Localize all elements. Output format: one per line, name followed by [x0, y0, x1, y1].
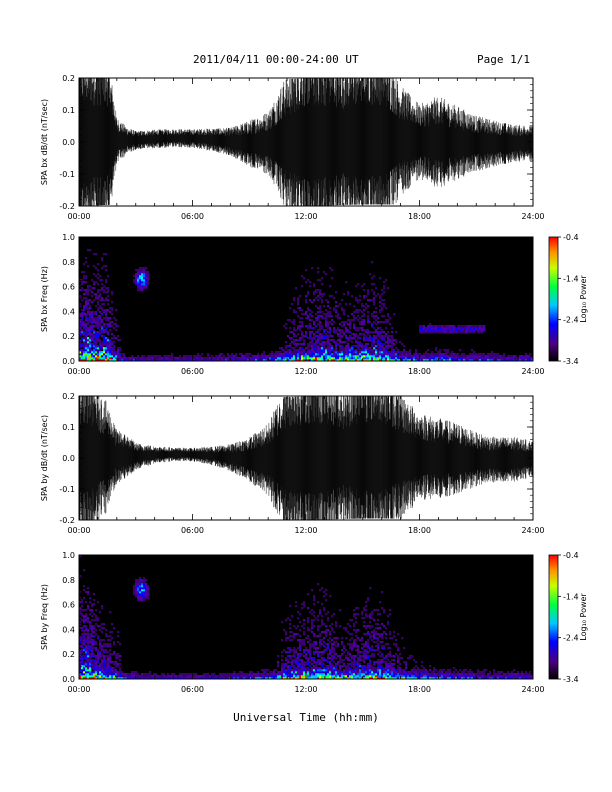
x-tick-label: 18:00: [408, 685, 431, 694]
x-tick-label: 12:00: [294, 212, 317, 221]
x-tick-label: 12:00: [294, 526, 317, 535]
y-tick-label: 1.0: [62, 233, 75, 242]
x-tick-label: 00:00: [67, 685, 90, 694]
plot-frame: [78, 77, 534, 207]
x-tick-label: 24:00: [521, 526, 544, 535]
x-tick-label: 00:00: [67, 367, 90, 376]
plot-frame: [78, 554, 534, 680]
dbdt-trace-2: [78, 396, 534, 520]
spectrogram-3: [79, 555, 534, 680]
colorbar: [548, 236, 559, 362]
y-tick-label: 0.6: [62, 601, 75, 610]
y-tick-label: 0.2: [62, 332, 75, 341]
y-tick-label: 0.0: [62, 357, 75, 366]
colorbar-tick-label: -2.4: [563, 634, 579, 643]
x-tick-label: 12:00: [294, 367, 317, 376]
colorbar-tick-label: -3.4: [563, 357, 579, 366]
y-tick-label: 0.4: [62, 625, 75, 634]
y-tick-label: -0.2: [59, 516, 75, 525]
y-tick-label: -0.1: [59, 170, 75, 179]
spectrogram-1: [79, 237, 534, 362]
x-axis-label: Universal Time (hh:mm): [233, 711, 379, 724]
page-number: Page 1/1: [477, 53, 530, 66]
page-title: 2011/04/11 00:00-24:00 UT: [193, 53, 359, 66]
y-tick-label: 0.2: [62, 74, 75, 83]
colorbar-tick-label: -1.4: [563, 274, 579, 283]
y-axis-label: SPA by Freq (Hz): [40, 584, 49, 650]
x-tick-label: 24:00: [521, 367, 544, 376]
colorbar-tick-label: -2.4: [563, 316, 579, 325]
y-tick-label: 0.2: [62, 392, 75, 401]
colorbar-tick-label: -3.4: [563, 675, 579, 684]
y-tick-label: 0.2: [62, 650, 75, 659]
colorbar-tick-label: -0.4: [563, 233, 579, 242]
x-tick-label: 06:00: [181, 685, 204, 694]
y-axis-label: SPA bx Freq (Hz): [40, 266, 49, 332]
x-tick-label: 18:00: [408, 212, 431, 221]
dbdt-trace-0: [78, 78, 534, 206]
y-tick-label: 0.1: [62, 106, 75, 115]
plot-frame: [78, 236, 534, 362]
y-tick-label: 1.0: [62, 551, 75, 560]
x-tick-label: 18:00: [408, 367, 431, 376]
colorbar-label: Log₁₀ Power: [579, 593, 588, 641]
x-tick-label: 06:00: [181, 526, 204, 535]
x-tick-label: 12:00: [294, 685, 317, 694]
colorbar-tick-label: -1.4: [563, 592, 579, 601]
y-axis-label: SPA bx dB/dt (nT/sec): [40, 99, 49, 185]
y-tick-label: -0.1: [59, 485, 75, 494]
y-axis-label: SPA by dB/dt (nT/sec): [40, 415, 49, 501]
y-tick-label: 0.1: [62, 423, 75, 432]
y-tick-label: 0.8: [62, 576, 75, 585]
y-tick-label: 0.4: [62, 307, 75, 316]
y-tick-label: 0.0: [62, 454, 75, 463]
x-tick-label: 24:00: [521, 685, 544, 694]
y-tick-label: 0.0: [62, 675, 75, 684]
x-tick-label: 06:00: [181, 212, 204, 221]
x-tick-label: 18:00: [408, 526, 431, 535]
x-tick-label: 00:00: [67, 212, 90, 221]
y-tick-label: -0.2: [59, 202, 75, 211]
y-tick-label: 0.6: [62, 283, 75, 292]
y-tick-label: 0.0: [62, 138, 75, 147]
x-tick-label: 00:00: [67, 526, 90, 535]
colorbar-label: Log₁₀ Power: [579, 275, 588, 323]
y-tick-label: 0.8: [62, 258, 75, 267]
x-tick-label: 24:00: [521, 212, 544, 221]
colorbar-tick-label: -0.4: [563, 551, 579, 560]
plot-frame: [78, 395, 534, 521]
x-tick-label: 06:00: [181, 367, 204, 376]
colorbar: [548, 554, 559, 680]
